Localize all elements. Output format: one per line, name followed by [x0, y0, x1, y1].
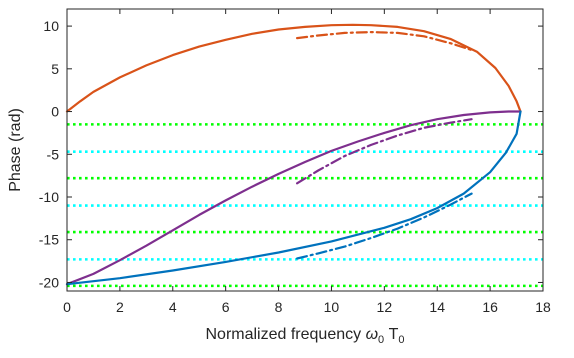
y-tick-label: 0 — [51, 104, 59, 120]
x-tick-label: 14 — [429, 299, 445, 315]
x-axis-label-var: T — [384, 326, 398, 343]
tick-labels: 0 2 4 6 8 10 12 14 16 18 10 5 0 -5 -10 -15 -20 — [39, 18, 551, 315]
y-tick-label: -15 — [39, 232, 59, 248]
y-tick-label: -10 — [39, 189, 59, 205]
series-line-6 — [296, 192, 473, 260]
x-tick-label: 10 — [324, 299, 340, 315]
x-axis-label: Normalized frequency ω0 T0 — [205, 326, 404, 346]
plot-frame — [66, 8, 544, 292]
x-tick-label: 18 — [535, 299, 551, 315]
x-tick-label: 2 — [116, 299, 124, 315]
series-line-1 — [65, 23, 522, 113]
x-tick-label: 4 — [169, 299, 177, 315]
x-tick-label: 8 — [275, 299, 283, 315]
y-axis-label: Phase (rad) — [7, 108, 24, 192]
threshold-lines — [67, 123, 543, 288]
x-tick-label: 16 — [482, 299, 498, 315]
x-tick-label: 0 — [63, 299, 71, 315]
y-tick-label: 5 — [51, 61, 59, 77]
y-tick-label: 10 — [43, 18, 59, 34]
series-line-5 — [65, 110, 522, 286]
series-line-2 — [296, 31, 473, 52]
x-tick-label: 6 — [222, 299, 230, 315]
y-tick-label: -20 — [39, 274, 59, 290]
x-tick-label: 12 — [377, 299, 393, 315]
x-axis-label-symbol: ω — [366, 326, 378, 343]
series-line-4 — [296, 118, 473, 185]
x-axis-label-var-sub: 0 — [398, 334, 404, 346]
y-tick-label: -5 — [47, 146, 60, 162]
axes — [66, 8, 544, 292]
x-axis-label-text: Normalized frequency — [205, 326, 365, 343]
series-layer — [65, 23, 522, 286]
series-line-3 — [65, 110, 522, 286]
x-axis-label-symbol-sub: 0 — [378, 334, 384, 346]
